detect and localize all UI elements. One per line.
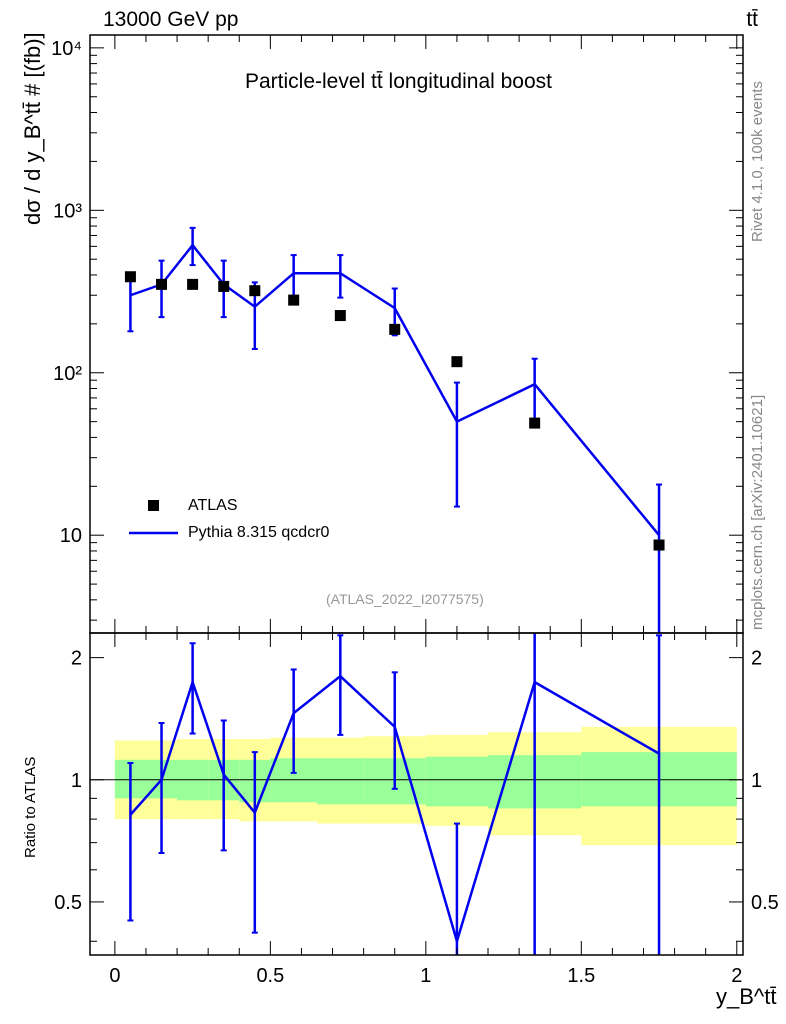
band-inner-8 [425, 756, 489, 807]
ratio-y-tick-label-right: 0.5 [751, 892, 779, 914]
plot-frames [89, 34, 744, 956]
x-tick-label: 0 [109, 965, 120, 987]
analysis-watermark: (ATLAS_2022_I2077575) [326, 591, 484, 607]
band-inner-6 [316, 758, 364, 805]
axis-ticks [90, 35, 743, 955]
main-panel-frame [89, 34, 744, 634]
ratio-y-axis-label: Ratio to ATLAS [22, 756, 39, 858]
ratio-y-tick-label: 2 [71, 648, 82, 670]
data-point [249, 285, 261, 297]
axis-tick-labels: 10 10² 10³ 10⁴ 0.5 0.5 1 1 2 2 0 0.5 1 1.5 2 [51, 38, 779, 987]
data-point [389, 323, 401, 335]
ratio-y-tick-label-right: 1 [751, 770, 762, 792]
ratio-y-tick-label-right: 2 [751, 648, 762, 670]
ratio-y-tick-label: 0.5 [54, 892, 82, 914]
ratio-panel-frame [89, 632, 744, 956]
x-axis-label: y_B^tt̄ [716, 984, 777, 1009]
rivet-version-label: Rivet 4.1.0, 100k events [749, 81, 766, 242]
main-panel-series [124, 226, 665, 633]
process-label: tt̄ [746, 8, 758, 31]
legend-label-pythia: Pythia 8.315 qcdcr0 [188, 524, 330, 541]
ratio-y-tick-label: 1 [71, 770, 82, 792]
data-point [653, 539, 665, 551]
chart-title: Particle-level tt̄ longitudinal boost [245, 70, 553, 93]
x-tick-label: 1 [420, 965, 431, 987]
energy-label: 13000 GeV pp [103, 8, 239, 31]
mc-line [130, 243, 661, 536]
data-point [187, 278, 199, 290]
x-tick-label: 2 [731, 965, 742, 987]
main-y-tick-label: 10⁴ [51, 38, 82, 60]
legend-marker-atlas [148, 500, 159, 511]
main-y-tick-label: 10³ [53, 200, 82, 222]
data-point [156, 278, 168, 290]
data-point [529, 417, 541, 429]
x-tick-label: 0.5 [256, 965, 284, 987]
ratio-line [129, 674, 660, 946]
data-point [218, 280, 230, 292]
data-point [288, 294, 300, 306]
main-y-tick-label: 10 [60, 525, 82, 547]
data-point [451, 356, 463, 368]
legend-label-atlas: ATLAS [188, 497, 238, 514]
mcplots-label: mcplots.cern.ch [arXiv:2401.10621] [749, 394, 766, 630]
ratio-panel-series [127, 633, 663, 955]
x-tick-label: 1.5 [567, 965, 595, 987]
main-y-tick-label: 10² [53, 363, 82, 385]
data-point [334, 310, 346, 322]
main-y-axis-label: dσ / d y_B^tt̄ # [(fb)] [20, 32, 45, 225]
legend-marks [129, 500, 178, 535]
data-point [124, 271, 136, 283]
